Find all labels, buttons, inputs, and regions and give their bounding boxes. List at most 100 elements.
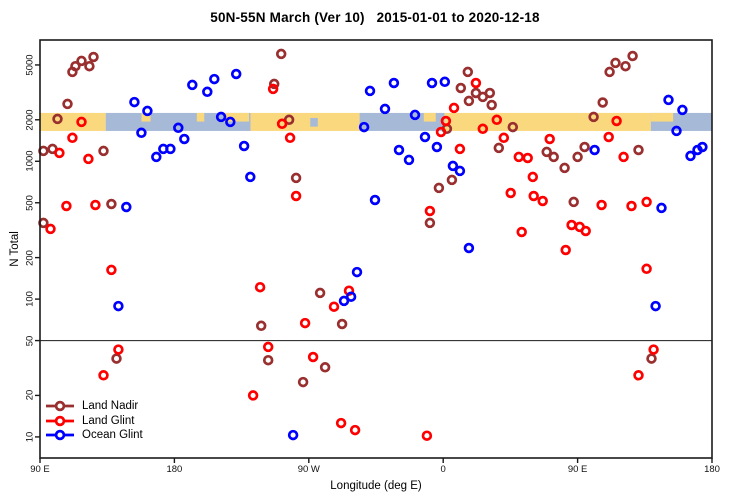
data-point-ocean-glint [142, 105, 153, 117]
data-point-land-nadir [627, 50, 638, 62]
surface-band-segment-land [444, 112, 651, 131]
data-point-land-nadir [67, 66, 78, 78]
data-point-land-glint [641, 196, 652, 208]
y-tick-label: 5000 [24, 54, 36, 76]
data-point-ocean-glint [650, 300, 661, 312]
data-point-land-glint [491, 114, 503, 126]
plot-border [39, 39, 713, 459]
data-point-land-nadir [262, 354, 274, 366]
x-tick-label: 180 [704, 464, 720, 475]
surface-band-fleck-land [223, 112, 250, 122]
data-point-land-glint [299, 317, 311, 329]
y-tick-label: 200 [24, 249, 36, 266]
y-tick-label: 100 [24, 291, 36, 308]
data-point-ocean-glint [345, 291, 357, 302]
data-point-land-nadir [98, 145, 109, 157]
data-point-land-glint [513, 151, 525, 163]
data-point-land-glint [307, 351, 319, 363]
land-glint-marker-icon [46, 415, 74, 427]
data-point-land-glint [335, 417, 347, 429]
data-point-land-glint [618, 151, 629, 163]
data-point-land-nadir [297, 376, 309, 388]
data-point-ocean-glint [358, 121, 370, 133]
data-point-ocean-glint [179, 133, 190, 145]
data-point-ocean-glint [677, 104, 688, 116]
data-point-land-glint [566, 219, 577, 231]
y-axis-label: N Total [9, 231, 21, 267]
data-point-land-nadir [559, 162, 570, 174]
data-point-ocean-glint [393, 144, 405, 156]
surface-band-fleck-ocean [310, 117, 318, 127]
data-point-land-nadir [424, 217, 436, 229]
data-point-land-glint [626, 200, 637, 212]
data-point-ocean-glint [369, 194, 381, 206]
land-nadir-marker-icon [46, 401, 74, 412]
data-point-ocean-glint [165, 143, 176, 155]
legend-item-land-nadir: Land Nadir [45, 399, 143, 414]
x-tick-label: 90 E [567, 464, 588, 475]
data-point-land-glint [98, 370, 109, 381]
data-point-ocean-glint [245, 171, 256, 183]
legend: Land Nadir Land Glint Ocean Glint [45, 399, 143, 443]
data-point-land-glint [448, 102, 460, 114]
data-point-land-nadir [88, 51, 99, 63]
surface-band-segment-land [250, 112, 360, 131]
data-point-ocean-glint [151, 151, 162, 163]
surface-band-segment-ocean [359, 112, 445, 131]
legend-label: Land Nadir [82, 400, 139, 413]
data-point-land-glint [76, 116, 87, 128]
data-point-land-glint [440, 115, 452, 127]
data-point-land-nadir [111, 353, 122, 364]
data-point-land-nadir [579, 141, 590, 153]
data-point-ocean-glint [129, 96, 140, 108]
data-point-land-nadir [462, 66, 474, 78]
data-point-land-nadir [597, 97, 608, 108]
data-point-land-glint [67, 132, 78, 144]
data-point-ocean-glint [663, 94, 674, 106]
data-point-ocean-glint [113, 300, 124, 312]
legend-label: Land Glint [82, 414, 135, 427]
x-axis-label: Longitude (deg E) [330, 480, 422, 492]
data-point-land-nadir [336, 318, 348, 330]
y-tick-label: 2000 [24, 109, 36, 131]
data-point-land-glint [113, 344, 124, 355]
legend-item-land-glint: Land Glint [45, 414, 143, 429]
data-point-land-nadir [290, 172, 302, 184]
data-point-ocean-glint [697, 141, 708, 153]
data-point-land-glint [349, 424, 361, 436]
data-point-ocean-glint [287, 429, 299, 441]
data-point-land-nadir [507, 121, 519, 133]
data-point-land-glint [596, 199, 607, 211]
data-point-land-nadir [76, 55, 87, 67]
data-point-land-glint [45, 223, 56, 235]
data-point-land-nadir [455, 82, 467, 94]
data-point-land-glint [83, 153, 94, 165]
data-point-land-nadir [572, 151, 583, 163]
data-point-land-nadir [548, 151, 559, 163]
legend-item-ocean-glint: Ocean Glint [45, 428, 143, 443]
data-point-land-nadir [588, 111, 599, 123]
data-point-land-nadir [314, 287, 326, 299]
data-point-land-glint [516, 226, 527, 238]
data-point-land-glint [267, 83, 279, 95]
data-point-land-glint [498, 132, 510, 144]
data-point-land-glint [262, 341, 274, 353]
data-point-land-glint [424, 205, 436, 217]
data-point-land-glint [421, 430, 433, 441]
data-point-land-nadir [646, 353, 657, 364]
data-point-ocean-glint [351, 266, 363, 278]
data-point-ocean-glint [364, 85, 376, 97]
data-point-land-glint [603, 131, 614, 143]
data-point-ocean-glint [403, 154, 415, 166]
data-point-land-glint [505, 187, 516, 199]
plot-area [35, 39, 713, 463]
data-point-land-nadir [610, 57, 621, 69]
data-point-ocean-glint [656, 202, 667, 214]
plot-canvas [35, 39, 713, 463]
data-point-ocean-glint [419, 131, 431, 143]
data-point-land-glint [537, 195, 548, 207]
data-point-land-nadir [268, 78, 280, 90]
data-point-ocean-glint [225, 116, 236, 128]
chart-title: 50N-55N March (Ver 10) 2015-01-01 to 202… [210, 10, 540, 25]
